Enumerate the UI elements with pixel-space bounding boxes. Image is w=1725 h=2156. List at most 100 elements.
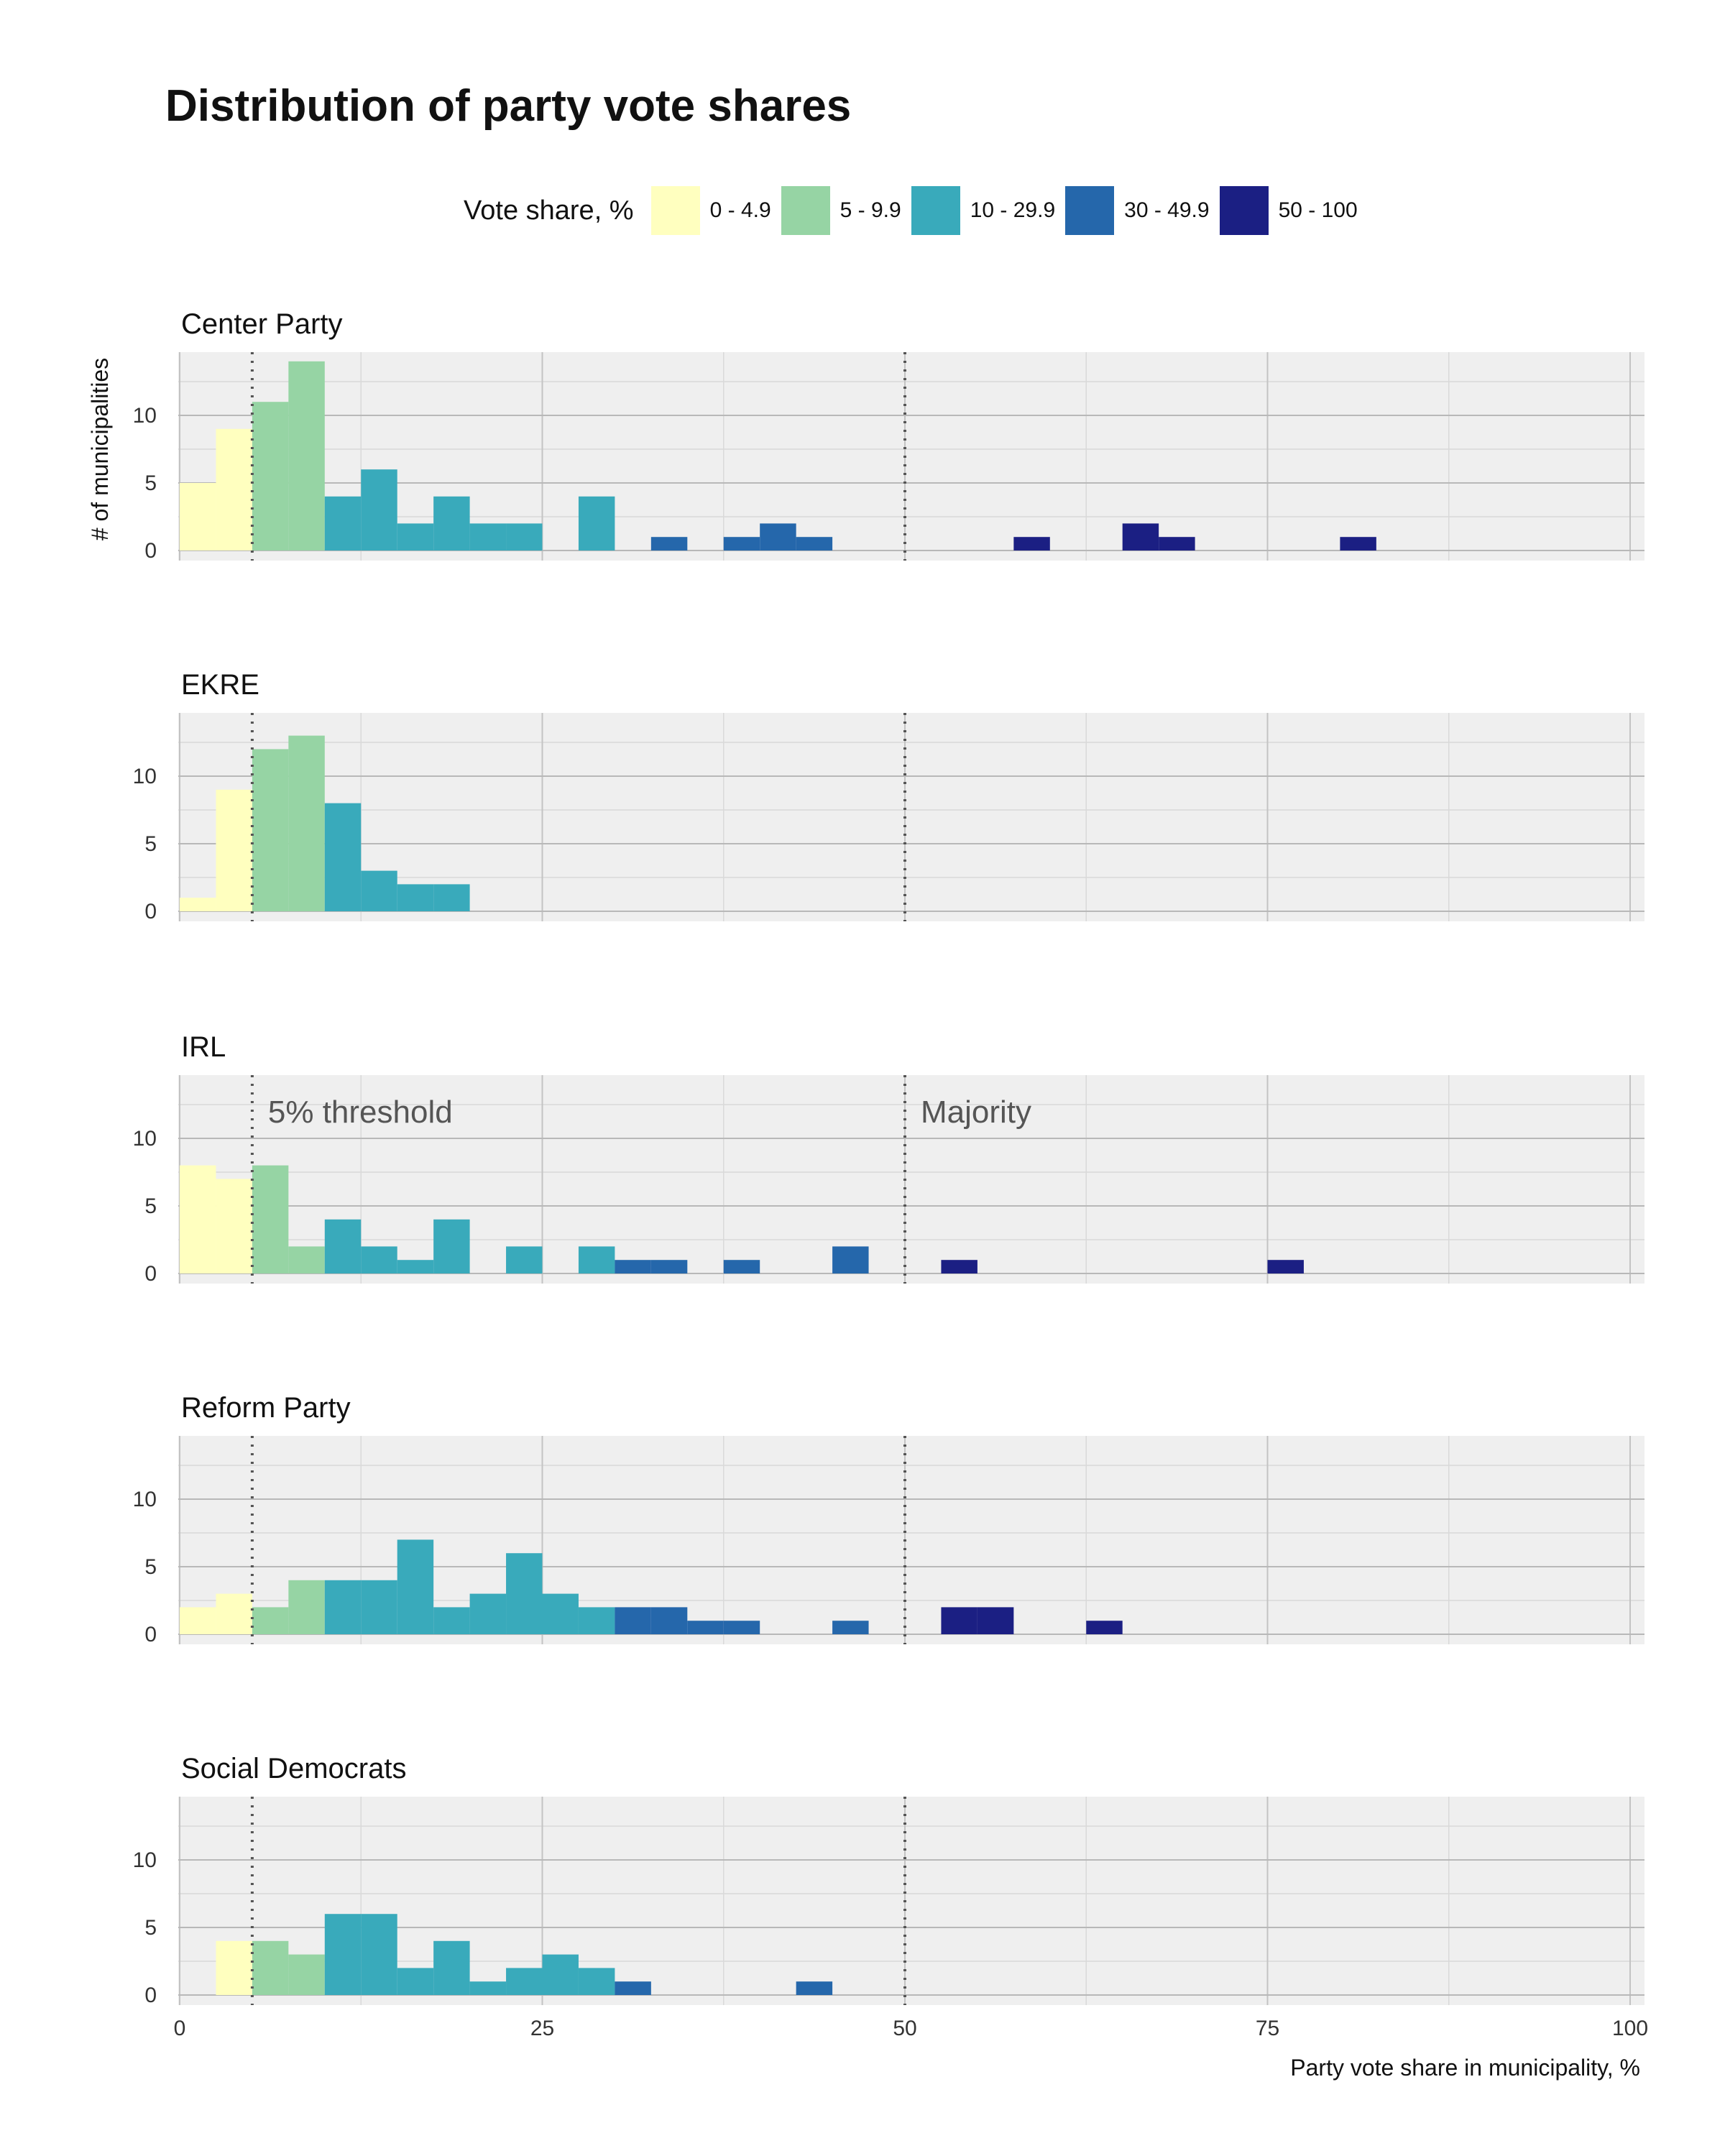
histogram-bar	[941, 1607, 978, 1634]
legend-swatch	[650, 186, 700, 235]
histogram-bar	[1122, 523, 1159, 550]
histogram-bar	[832, 1621, 869, 1634]
histogram-bar	[252, 1940, 289, 1995]
histogram-bar	[216, 1593, 252, 1634]
histogram-bar	[977, 1607, 1014, 1634]
legend-swatch	[911, 186, 960, 235]
histogram-bar	[288, 1246, 325, 1273]
x-axis-title: Party vote share in municipality, %	[1290, 2055, 1640, 2081]
histogram-bar	[1267, 1260, 1304, 1273]
histogram-bar	[506, 1553, 543, 1634]
legend-item-0-4.9: 0 - 4.9	[650, 186, 771, 235]
histogram-bar	[324, 496, 362, 550]
legend: Vote share, % 0 - 4.9 5 - 9.9 10 - 29.9 …	[464, 185, 1368, 236]
legend-label: 30 - 49.9	[1124, 198, 1210, 222]
histogram-bar	[578, 496, 615, 550]
y-tick-label: 0	[144, 900, 157, 923]
histogram-bar	[252, 402, 289, 550]
histogram-bar	[433, 496, 470, 550]
y-tick-label: 5	[144, 1194, 157, 1218]
legend-label: 50 - 100	[1278, 198, 1358, 222]
histogram-bar	[216, 1179, 252, 1273]
histogram-bar	[650, 537, 688, 550]
panel-title: Social Democrats	[181, 1753, 406, 1784]
histogram-bar	[361, 1914, 397, 1995]
histogram-bar	[1086, 1621, 1123, 1634]
y-tick-label: 0	[144, 1623, 157, 1646]
histogram-bar	[506, 1246, 543, 1273]
legend-label: 5 - 9.9	[840, 198, 901, 222]
y-tick-label: 10	[133, 404, 157, 428]
legend-swatch	[781, 186, 830, 235]
histogram-bar	[397, 1539, 434, 1634]
histogram-bar	[469, 1593, 507, 1634]
panel-title: Reform Party	[181, 1392, 351, 1424]
legend-swatch	[1065, 186, 1115, 235]
legend-title: Vote share, %	[464, 195, 634, 226]
y-tick-label: 5	[144, 1916, 157, 1940]
histogram-bar	[361, 870, 397, 911]
y-tick-label: 0	[144, 539, 157, 563]
histogram-bar	[180, 1607, 216, 1634]
y-tick-label: 10	[133, 1848, 157, 1872]
histogram-bar	[615, 1607, 651, 1634]
y-tick-label: 5	[144, 1555, 157, 1579]
histogram-bar	[542, 1954, 579, 1995]
histogram-bar	[578, 1246, 615, 1273]
histogram-bar	[324, 1914, 362, 1995]
x-tick-label: 50	[893, 2017, 916, 2040]
histogram-bar	[324, 1580, 362, 1634]
histogram-bar	[433, 1219, 470, 1273]
histogram-bar	[760, 523, 796, 550]
histogram-bar	[288, 1954, 325, 1995]
histogram-bar	[397, 523, 434, 550]
chart-title: Distribution of party vote shares	[165, 81, 852, 131]
panel-title: EKRE	[181, 669, 259, 701]
histogram-bar	[180, 1165, 216, 1273]
y-tick-label: 10	[133, 1488, 157, 1511]
histogram-bar	[650, 1607, 688, 1634]
histogram-bar	[180, 483, 216, 550]
y-tick-label: 10	[133, 765, 157, 788]
y-tick-label: 5	[144, 471, 157, 495]
histogram-bar	[1013, 537, 1050, 550]
histogram-bar	[796, 1981, 833, 1995]
histogram-bar	[723, 1260, 760, 1273]
histogram-bar	[941, 1260, 978, 1273]
y-tick-label: 0	[144, 1262, 157, 1286]
histogram-bar	[723, 1621, 760, 1634]
histogram-bar	[433, 884, 470, 911]
histogram-bar	[469, 523, 507, 550]
histogram-bar	[433, 1607, 470, 1634]
histogram-bar	[252, 1607, 289, 1634]
histogram-bar	[433, 1940, 470, 1995]
histogram-bar	[252, 1165, 289, 1273]
histogram-bar	[615, 1260, 651, 1273]
legend-item-30-49.9: 30 - 49.9	[1065, 186, 1210, 235]
x-tick-label: 100	[1612, 2017, 1648, 2040]
histogram-bar	[1340, 537, 1376, 550]
histogram-bar	[180, 898, 216, 911]
histogram-bar	[216, 789, 252, 911]
histogram-bar	[832, 1246, 869, 1273]
histogram-bar	[397, 1968, 434, 1995]
y-tick-label: 10	[133, 1127, 157, 1151]
histogram-bar	[324, 1219, 362, 1273]
y-tick-label: 5	[144, 832, 157, 856]
histogram-bar	[361, 469, 397, 550]
histogram-bar	[615, 1981, 651, 1995]
histogram-bar	[216, 428, 252, 550]
histogram-bar	[361, 1580, 397, 1634]
histogram-bar	[506, 1968, 543, 1995]
histogram-bar	[252, 749, 289, 911]
histogram-bar	[288, 361, 325, 550]
x-tick-label: 0	[174, 2017, 186, 2040]
y-axis-title: # of municipalities	[87, 358, 113, 540]
x-tick-label: 75	[1256, 2017, 1279, 2040]
histogram-bar	[506, 523, 543, 550]
panel-title: Center Party	[181, 308, 343, 340]
legend-item-10-29.9: 10 - 29.9	[911, 186, 1055, 235]
histogram-bar	[796, 537, 833, 550]
reference-line-label: 5% threshold	[268, 1095, 453, 1130]
